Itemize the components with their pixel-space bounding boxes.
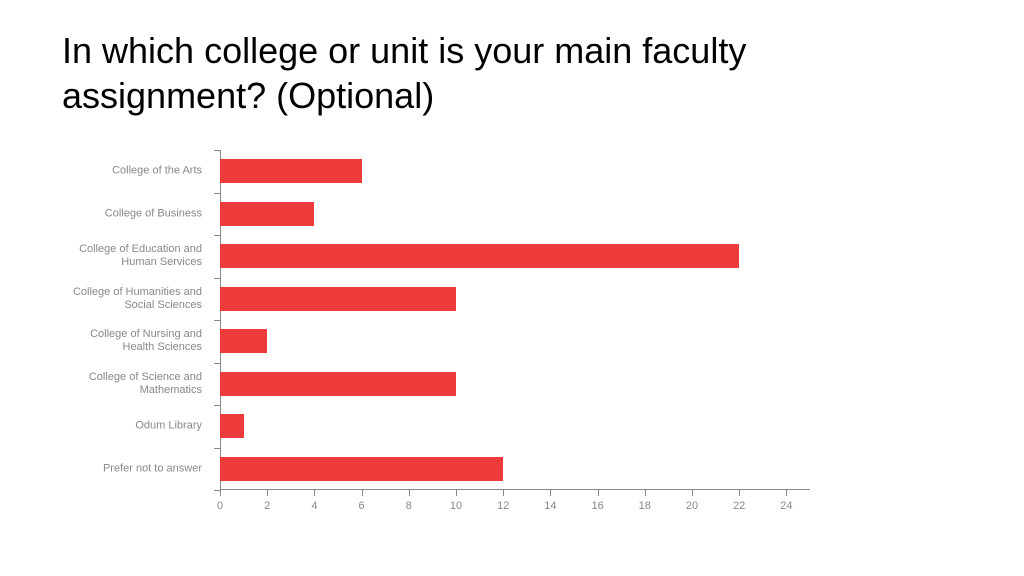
y-tick (214, 235, 220, 236)
x-axis-label: 4 (311, 500, 317, 512)
x-tick (503, 490, 504, 496)
y-axis-label: College of Education and Human Services (70, 243, 210, 269)
slide: In which college or unit is your main fa… (0, 0, 1024, 576)
y-axis-label: Odum Library (70, 420, 210, 433)
x-tick (362, 490, 363, 496)
chart-plot: College of the ArtsCollege of BusinessCo… (220, 150, 810, 490)
page-title: In which college or unit is your main fa… (62, 28, 942, 118)
x-tick (550, 490, 551, 496)
y-axis-label: College of Nursing and Health Sciences (70, 328, 210, 354)
bar (220, 244, 739, 268)
y-tick (214, 320, 220, 321)
y-axis-label: College of Science and Mathematics (70, 371, 210, 397)
y-tick (214, 448, 220, 449)
y-axis-label: Prefer not to answer (70, 462, 210, 475)
x-axis-label: 14 (544, 500, 556, 512)
bar (220, 329, 267, 353)
y-axis-label: College of Humanities and Social Science… (70, 286, 210, 312)
x-axis-label: 6 (359, 500, 365, 512)
y-tick (214, 150, 220, 151)
y-axis-label: College of the Arts (70, 165, 210, 178)
bar-row: Odum Library (220, 405, 810, 448)
x-tick (220, 490, 221, 496)
x-tick (786, 490, 787, 496)
chart-area: College of the ArtsCollege of BusinessCo… (70, 150, 830, 530)
bar-row: College of Business (220, 193, 810, 236)
x-axis-label: 18 (639, 500, 651, 512)
x-tick (267, 490, 268, 496)
x-tick (456, 490, 457, 496)
bar-row: College of Humanities and Social Science… (220, 278, 810, 321)
x-tick (409, 490, 410, 496)
x-axis-label: 2 (264, 500, 270, 512)
bar (220, 202, 314, 226)
x-axis-label: 16 (591, 500, 603, 512)
x-axis-label: 20 (686, 500, 698, 512)
bar-row: College of Nursing and Health Sciences (220, 320, 810, 363)
x-axis-label: 22 (733, 500, 745, 512)
x-axis-label: 10 (450, 500, 462, 512)
bar (220, 287, 456, 311)
x-tick (739, 490, 740, 496)
bar (220, 372, 456, 396)
x-axis-label: 8 (406, 500, 412, 512)
x-tick (645, 490, 646, 496)
x-tick (598, 490, 599, 496)
x-tick (314, 490, 315, 496)
bar (220, 159, 362, 183)
bar (220, 457, 503, 481)
y-axis-label: College of Business (70, 207, 210, 220)
bar-row: Prefer not to answer (220, 448, 810, 491)
bar-row: College of the Arts (220, 150, 810, 193)
y-tick (214, 363, 220, 364)
x-axis-label: 0 (217, 500, 223, 512)
x-axis-label: 12 (497, 500, 509, 512)
bar-row: College of Science and Mathematics (220, 363, 810, 406)
bar (220, 414, 244, 438)
x-axis-label: 24 (780, 500, 792, 512)
y-tick (214, 278, 220, 279)
y-tick (214, 405, 220, 406)
x-tick (692, 490, 693, 496)
y-tick (214, 193, 220, 194)
bar-row: College of Education and Human Services (220, 235, 810, 278)
